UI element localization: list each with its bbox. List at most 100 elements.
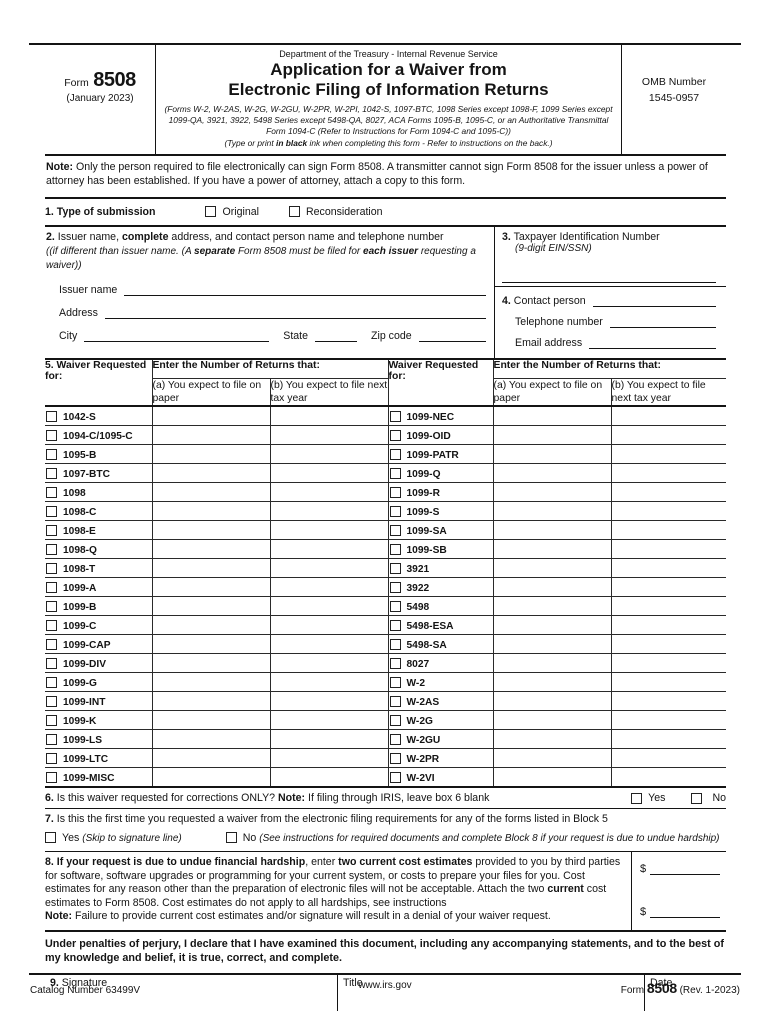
telephone-input[interactable] — [609, 314, 716, 329]
count-nextyear-input-right[interactable] — [610, 577, 727, 598]
checkbox-form-right[interactable] — [389, 582, 401, 594]
count-paper-input-left[interactable] — [151, 405, 271, 427]
checkbox-form-right[interactable] — [389, 525, 401, 537]
count-paper-input-right[interactable] — [492, 558, 612, 579]
count-nextyear-input-right[interactable] — [610, 444, 727, 465]
checkbox-form-left[interactable] — [46, 601, 57, 613]
checkbox-line7-no[interactable] — [225, 831, 237, 843]
count-nextyear-input-left[interactable] — [269, 748, 389, 769]
count-paper-input-right[interactable] — [492, 425, 612, 446]
count-nextyear-input-left[interactable] — [269, 767, 389, 788]
count-paper-input-left[interactable] — [151, 748, 271, 769]
cost-estimate-2-input[interactable] — [650, 905, 720, 919]
checkbox-form-left[interactable] — [46, 753, 57, 765]
count-paper-input-left[interactable] — [151, 444, 271, 465]
checkbox-form-left[interactable] — [46, 639, 57, 651]
count-nextyear-input-right[interactable] — [610, 653, 727, 674]
checkbox-form-left[interactable] — [46, 772, 57, 784]
checkbox-form-right[interactable] — [389, 772, 401, 784]
count-paper-input-left[interactable] — [151, 691, 271, 712]
count-paper-input-right[interactable] — [492, 463, 612, 484]
count-nextyear-input-right[interactable] — [610, 710, 727, 731]
checkbox-form-right[interactable] — [389, 430, 401, 442]
count-paper-input-right[interactable] — [492, 634, 612, 655]
count-nextyear-input-right[interactable] — [610, 691, 727, 712]
count-nextyear-input-left[interactable] — [269, 653, 389, 674]
count-nextyear-input-left[interactable] — [269, 672, 389, 693]
count-nextyear-input-left[interactable] — [269, 482, 389, 503]
count-paper-input-left[interactable] — [151, 672, 271, 693]
zip-input[interactable] — [418, 328, 486, 342]
count-paper-input-left[interactable] — [151, 653, 271, 674]
count-nextyear-input-left[interactable] — [269, 729, 389, 750]
count-nextyear-input-left[interactable] — [269, 691, 389, 712]
count-paper-input-left[interactable] — [151, 425, 271, 446]
checkbox-form-left[interactable] — [46, 506, 57, 518]
contact-person-input[interactable] — [592, 293, 716, 308]
count-paper-input-right[interactable] — [492, 767, 612, 788]
checkbox-form-left[interactable] — [46, 430, 57, 442]
count-paper-input-right[interactable] — [492, 748, 612, 769]
checkbox-form-right[interactable] — [389, 677, 401, 689]
checkbox-form-left[interactable] — [46, 487, 57, 499]
checkbox-form-left[interactable] — [46, 620, 57, 632]
count-paper-input-left[interactable] — [151, 615, 271, 636]
address-input[interactable] — [104, 305, 486, 319]
count-nextyear-input-right[interactable] — [610, 596, 727, 617]
count-nextyear-input-left[interactable] — [269, 539, 389, 560]
count-paper-input-left[interactable] — [151, 729, 271, 750]
count-nextyear-input-left[interactable] — [269, 405, 389, 427]
checkbox-form-right[interactable] — [389, 753, 401, 765]
count-paper-input-left[interactable] — [151, 520, 271, 541]
email-input[interactable] — [589, 335, 716, 350]
checkbox-form-right[interactable] — [389, 696, 401, 708]
checkbox-form-left[interactable] — [46, 582, 57, 594]
count-paper-input-left[interactable] — [151, 482, 271, 503]
checkbox-form-left[interactable] — [46, 715, 57, 727]
count-paper-input-left[interactable] — [151, 463, 271, 484]
count-nextyear-input-right[interactable] — [610, 501, 727, 522]
checkbox-form-right[interactable] — [389, 620, 401, 632]
checkbox-reconsideration[interactable] — [289, 206, 300, 218]
count-nextyear-input-right[interactable] — [610, 558, 727, 579]
count-paper-input-right[interactable] — [492, 653, 612, 674]
checkbox-form-right[interactable] — [389, 449, 401, 461]
count-paper-input-left[interactable] — [151, 501, 271, 522]
count-nextyear-input-right[interactable] — [610, 634, 727, 655]
title-cell[interactable]: Title — [337, 973, 645, 1011]
count-nextyear-input-left[interactable] — [269, 577, 389, 598]
count-nextyear-input-right[interactable] — [610, 615, 727, 636]
checkbox-form-right[interactable] — [389, 506, 401, 518]
count-nextyear-input-right[interactable] — [610, 405, 727, 427]
count-nextyear-input-left[interactable] — [269, 615, 389, 636]
count-paper-input-right[interactable] — [492, 482, 612, 503]
count-paper-input-right[interactable] — [492, 691, 612, 712]
count-nextyear-input-left[interactable] — [269, 520, 389, 541]
count-paper-input-left[interactable] — [151, 596, 271, 617]
checkbox-form-left[interactable] — [46, 658, 57, 670]
checkbox-form-left[interactable] — [46, 525, 57, 537]
checkbox-form-right[interactable] — [389, 601, 401, 613]
checkbox-line6-no[interactable] — [691, 792, 703, 804]
count-nextyear-input-right[interactable] — [610, 482, 727, 503]
signature-cell[interactable]: 9. Signature — [45, 974, 337, 1011]
count-nextyear-input-right[interactable] — [610, 748, 727, 769]
count-nextyear-input-left[interactable] — [269, 425, 389, 446]
city-input[interactable] — [84, 328, 270, 342]
count-nextyear-input-left[interactable] — [269, 501, 389, 522]
count-nextyear-input-left[interactable] — [269, 463, 389, 484]
count-paper-input-right[interactable] — [492, 444, 612, 465]
checkbox-form-right[interactable] — [389, 544, 401, 556]
count-paper-input-left[interactable] — [151, 767, 271, 788]
count-paper-input-right[interactable] — [492, 729, 612, 750]
date-cell[interactable]: Date — [645, 974, 726, 1011]
checkbox-form-right[interactable] — [389, 639, 401, 651]
count-nextyear-input-right[interactable] — [610, 539, 727, 560]
checkbox-form-left[interactable] — [46, 411, 57, 423]
checkbox-form-right[interactable] — [389, 715, 401, 727]
tin-input[interactable] — [502, 270, 716, 284]
count-paper-input-right[interactable] — [492, 501, 612, 522]
count-paper-input-left[interactable] — [151, 710, 271, 731]
count-paper-input-right[interactable] — [492, 615, 612, 636]
count-nextyear-input-left[interactable] — [269, 558, 389, 579]
